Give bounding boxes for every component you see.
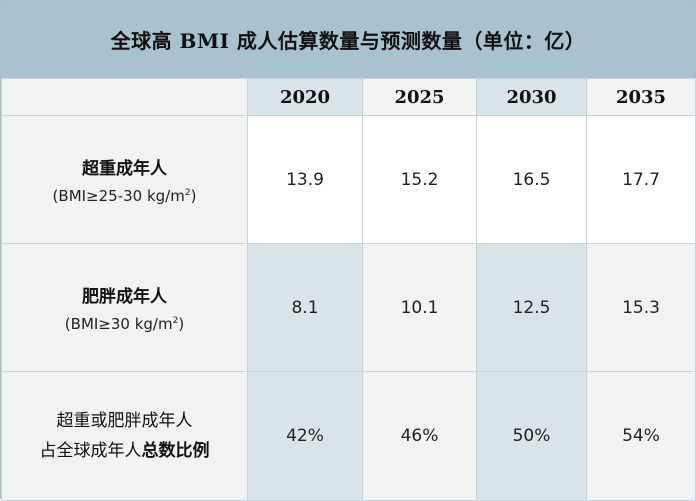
value-cell: 8.1 xyxy=(247,243,363,372)
value-cell: 54% xyxy=(586,371,696,501)
row-label: 占全球成年人总数比例 xyxy=(39,441,210,461)
value-cell: 15.3 xyxy=(586,243,696,372)
table-row-obese: 肥胖成年人 (BMI≥30 kg/m2) 8.1 10.1 12.5 15.3 xyxy=(1,243,696,372)
year-header: 2030 xyxy=(476,78,587,116)
value-cell: 46% xyxy=(362,371,477,501)
year-header: 2025 xyxy=(362,78,477,116)
header-corner xyxy=(1,78,248,116)
value-cell: 50% xyxy=(476,371,587,501)
value-cell: 10.1 xyxy=(362,243,477,372)
row-sublabel: (BMI≥30 kg/m2) xyxy=(64,315,185,333)
table-row-share: 超重或肥胖成年人 占全球成年人总数比例 42% 46% 50% 54% xyxy=(1,371,696,501)
year-header: 2020 xyxy=(247,78,363,116)
table-row-overweight: 超重成年人 (BMI≥25-30 kg/m2) 13.9 15.2 16.5 1… xyxy=(1,115,696,244)
year-header: 2035 xyxy=(586,78,696,116)
row-label-cell: 肥胖成年人 (BMI≥30 kg/m2) xyxy=(1,243,248,372)
row-label: 肥胖成年人 xyxy=(82,287,167,307)
header-row: 2020 2025 2030 2035 xyxy=(1,78,696,116)
value-cell: 13.9 xyxy=(247,115,363,244)
data-table: 2020 2025 2030 2035 超重成年人 (BMI≥25-30 kg/… xyxy=(1,78,696,501)
row-label-cell: 超重成年人 (BMI≥25-30 kg/m2) xyxy=(1,115,248,244)
value-cell: 17.7 xyxy=(586,115,696,244)
row-sublabel: (BMI≥25-30 kg/m2) xyxy=(52,187,197,205)
row-label-cell: 超重或肥胖成年人 占全球成年人总数比例 xyxy=(1,371,248,501)
value-cell: 42% xyxy=(247,371,363,501)
value-cell: 12.5 xyxy=(476,243,587,372)
row-label: 超重或肥胖成年人 xyxy=(56,411,193,431)
value-cell: 16.5 xyxy=(476,115,587,244)
table-title: 全球高 BMI 成人估算数量与预测数量（单位：亿） xyxy=(1,1,695,78)
row-label: 超重成年人 xyxy=(82,159,167,179)
value-cell: 15.2 xyxy=(362,115,477,244)
